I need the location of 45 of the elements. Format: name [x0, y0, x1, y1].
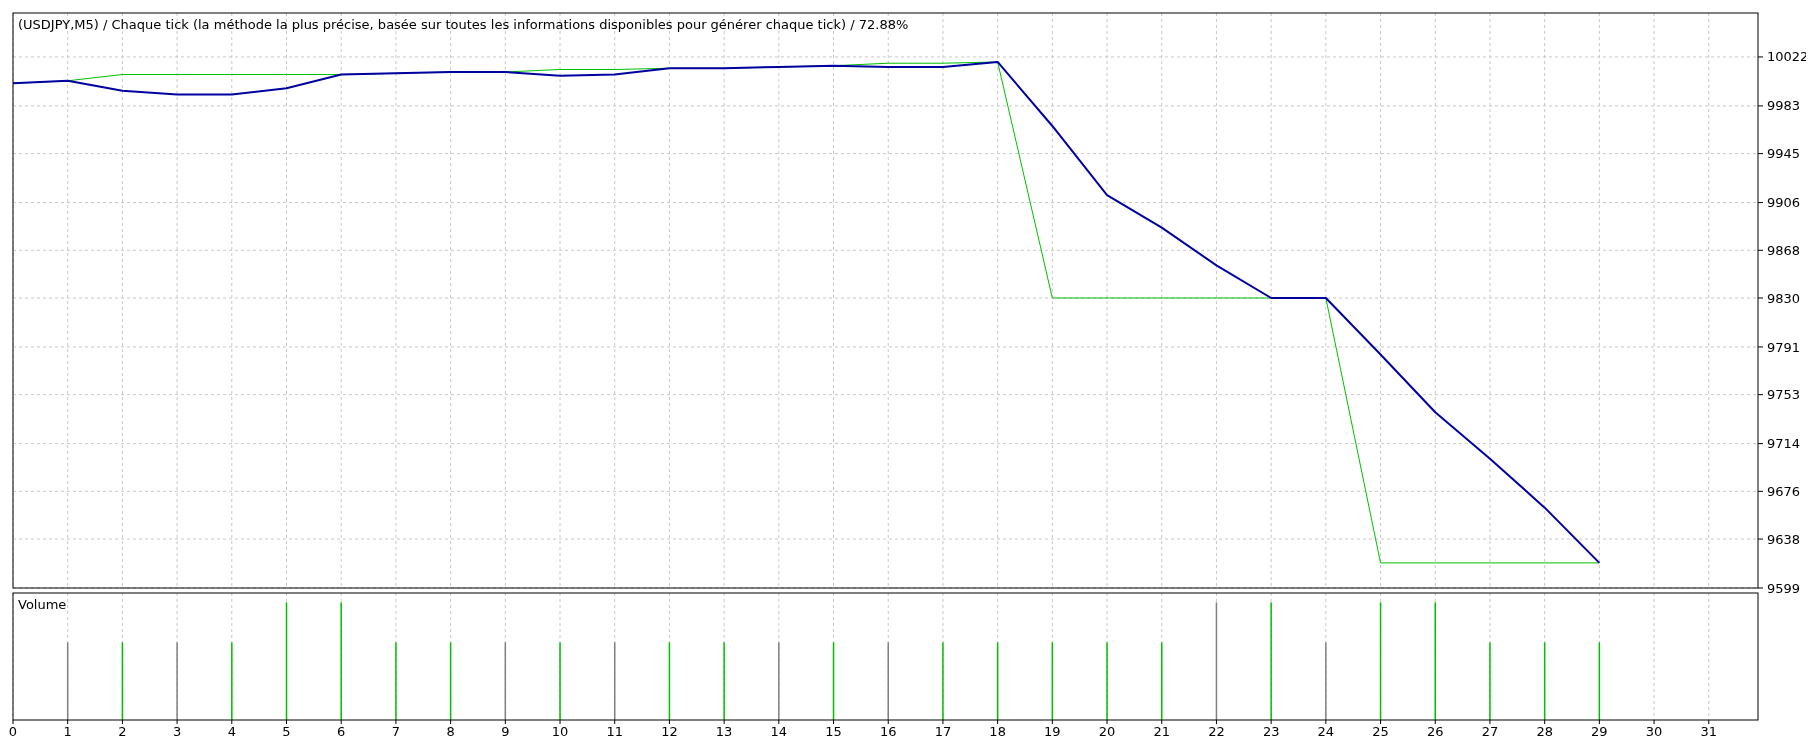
x-tick-label: 30 [1645, 724, 1663, 739]
x-tick-label: 15 [825, 724, 842, 739]
x-tick-label: 28 [1536, 724, 1553, 739]
x-tick-label: 21 [1153, 724, 1171, 739]
x-tick-label: 9 [501, 724, 510, 739]
x-tick-label: 25 [1372, 724, 1389, 739]
x-tick-label: 13 [715, 724, 733, 739]
y-tick-label: 9868 [1767, 242, 1801, 258]
x-tick-label: 6 [337, 724, 346, 739]
x-tick-label: 12 [661, 724, 678, 739]
y-tick-label: 9983 [1767, 98, 1801, 114]
x-tick-label: 27 [1481, 724, 1499, 739]
y-tick-label: 9791 [1767, 339, 1801, 355]
x-tick-label: 18 [989, 724, 1006, 739]
x-tick-label: 20 [1098, 724, 1116, 739]
x-tick-label: 26 [1426, 724, 1444, 739]
x-tick-label: 7 [391, 724, 401, 739]
chart-title: Volume [18, 597, 67, 612]
y-tick-label: 9753 [1767, 387, 1801, 403]
x-tick-label: 8 [446, 724, 455, 739]
x-tick-label: 24 [1317, 724, 1335, 739]
y-tick-label: 9906 [1767, 195, 1801, 211]
x-tick-label: 1 [63, 724, 72, 739]
x-tick-label: 5 [282, 724, 291, 739]
x-tick-label: 0 [8, 724, 18, 739]
x-tick-label: 10 [551, 724, 569, 739]
y-tick-label: 9599 [1767, 580, 1801, 596]
x-tick-label: 3 [172, 724, 182, 739]
chart-title: (USDJPY,M5) / Chaque tick (la méthode la plus précise, basée sur toutes les informations disponibles pour générer chaque tick) / 72.88% [18, 17, 909, 32]
y-tick-label: 9714 [1767, 436, 1801, 452]
y-tick-label: 9676 [1767, 483, 1801, 499]
y-tick-label: 9945 [1767, 146, 1801, 162]
x-tick-label: 4 [227, 724, 236, 739]
x-tick-label: 17 [934, 724, 952, 739]
y-tick-label: 9830 [1767, 290, 1801, 306]
x-tick-label: 31 [1700, 724, 1718, 739]
x-tick-label: 29 [1591, 724, 1608, 739]
x-tick-label: 22 [1208, 724, 1225, 739]
x-tick-label: 19 [1044, 724, 1061, 739]
x-tick-label: 11 [606, 724, 623, 739]
x-tick-label: 23 [1262, 724, 1280, 739]
x-tick-label: 16 [879, 724, 897, 739]
y-tick-label: 9638 [1767, 531, 1801, 547]
x-tick-label: 14 [770, 724, 788, 739]
x-tick-label: 2 [118, 724, 127, 739]
